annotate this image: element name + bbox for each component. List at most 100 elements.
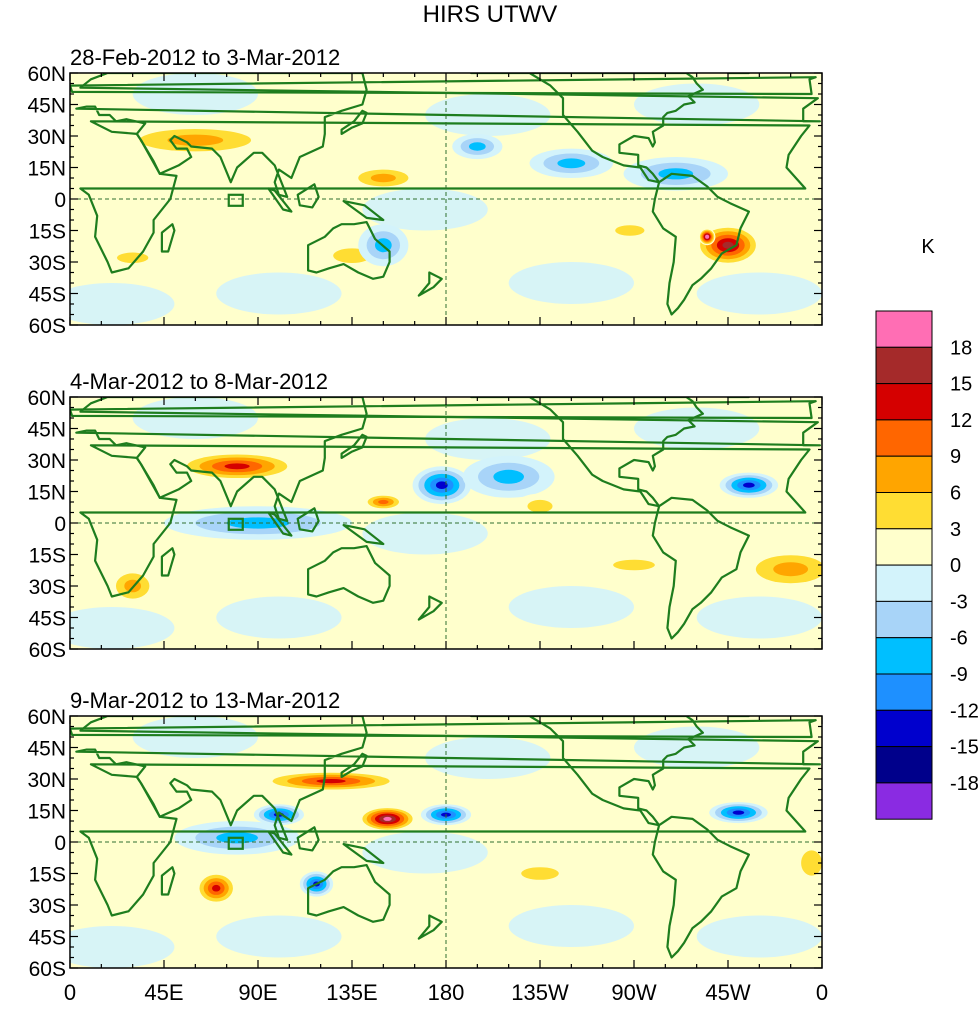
coastline-australia xyxy=(307,545,391,604)
island-outline xyxy=(227,517,244,531)
coastline-africa xyxy=(79,444,811,598)
lat-tick-label: 15S xyxy=(29,221,66,244)
lon-tick-label: 90E xyxy=(238,980,277,1005)
lon-tick-label: 45W xyxy=(705,980,750,1005)
coastline-eurasia xyxy=(75,73,821,198)
lat-tick-label: 60S xyxy=(29,958,66,981)
colorbar-swatch xyxy=(875,455,933,494)
lon-tick-label: 0 xyxy=(816,980,828,1005)
coastline-uk xyxy=(70,400,817,420)
coastline-new-zealand xyxy=(417,271,443,297)
anomaly-contour xyxy=(722,241,734,249)
island-outline xyxy=(227,836,244,850)
lon-tick-label: 135E xyxy=(326,980,377,1005)
lat-tick-label: 30S xyxy=(29,895,66,918)
colorbar-swatch xyxy=(875,673,933,711)
anomaly-contour xyxy=(212,884,221,892)
coastline-uk xyxy=(70,76,817,96)
lat-tick-label: 15S xyxy=(29,864,66,887)
lat-tick-label: 15N xyxy=(27,158,66,181)
lon-tick-label: 0 xyxy=(64,980,76,1005)
colorbar-level-label: 18 xyxy=(950,337,972,359)
lon-tick-label: 180 xyxy=(428,980,465,1005)
lat-tick-label: 0 xyxy=(54,189,66,212)
lat-tick-label: 45N xyxy=(27,95,66,118)
coastline-eurasia xyxy=(75,397,821,522)
coastline-australia xyxy=(307,864,391,923)
anomaly-contour xyxy=(801,850,822,876)
colorbar-swatch xyxy=(875,310,933,348)
coastline-new-guinea xyxy=(342,524,385,546)
colorbar-level-label: 3 xyxy=(950,519,961,541)
anomaly-contour xyxy=(468,142,486,151)
colorbar-swatch xyxy=(875,528,933,566)
anomaly-contour xyxy=(527,499,553,513)
lat-tick-label: 60N xyxy=(27,63,66,86)
colorbar-level-label: 12 xyxy=(950,410,972,432)
anomaly-contour xyxy=(117,252,149,264)
anomaly-contour xyxy=(435,481,448,489)
coastline-japan xyxy=(340,109,368,135)
coastlines xyxy=(70,73,821,316)
anomaly-contour xyxy=(557,158,586,169)
anomaly-contour xyxy=(493,469,524,484)
anomaly-contour xyxy=(224,463,250,470)
coastline-new-zealand xyxy=(417,914,443,940)
colorbar-unit: K xyxy=(921,236,935,258)
colorbar: K 18 15 12 9 6 3 0 -3 -6 -9 -12 -15 -18 xyxy=(875,236,979,820)
panel-title: 9-Mar-2012 to 13-Mar-2012 xyxy=(70,688,340,713)
anomaly-contour xyxy=(773,562,809,577)
coastlines xyxy=(70,397,821,640)
coastline-uk xyxy=(70,719,817,739)
colorbar-level-label: -15 xyxy=(950,737,979,759)
lon-tick-label: 90W xyxy=(611,980,656,1005)
lat-tick-label: 30N xyxy=(27,126,66,149)
colorbar-level-label: -18 xyxy=(950,773,979,795)
lat-tick-label: 45N xyxy=(27,419,66,442)
lat-tick-label: 45S xyxy=(29,284,66,307)
coastline-borneo xyxy=(296,826,320,852)
anomaly-contour xyxy=(378,499,389,505)
lon-tick-label: 135W xyxy=(511,980,569,1005)
anomaly-contour xyxy=(316,779,346,784)
lat-tick-label: 60N xyxy=(27,387,66,410)
coastline-south-america xyxy=(651,172,750,316)
colorbar-swatch xyxy=(875,346,933,385)
coastline-madagascar xyxy=(160,866,176,896)
coastline-borneo xyxy=(296,183,320,209)
colorbar-swatch xyxy=(875,746,933,784)
anomaly-contour xyxy=(167,134,224,146)
lat-tick-label: 30S xyxy=(29,576,66,599)
colorbar-level-label: -6 xyxy=(950,628,968,650)
colorbar-swatch xyxy=(875,600,933,639)
anomaly-contour xyxy=(705,234,710,239)
coastline-sumatra xyxy=(267,511,293,537)
coastline-north-america xyxy=(470,73,704,184)
lat-tick-label: 45N xyxy=(27,738,66,761)
coastline-new-zealand xyxy=(417,595,443,621)
colorbar-level-label: 9 xyxy=(950,446,961,468)
lat-tick-label: 60N xyxy=(27,706,66,729)
colorbar-swatch xyxy=(875,637,933,675)
anomaly-contour xyxy=(521,867,559,880)
lat-tick-label: 30N xyxy=(27,769,66,792)
lat-tick-label: 15N xyxy=(27,482,66,505)
colorbar-level-label: 15 xyxy=(950,374,972,396)
coastline-eurasia xyxy=(75,716,821,841)
lat-tick-label: 15S xyxy=(29,545,66,568)
coastline-madagascar xyxy=(160,223,176,253)
coastline-sumatra xyxy=(267,187,293,213)
colorbar-level-label: -3 xyxy=(950,591,968,613)
island-outline xyxy=(227,193,244,207)
anomaly-contour xyxy=(743,482,755,488)
anomaly-contour xyxy=(383,816,392,821)
panel-title: 28-Feb-2012 to 3-Mar-2012 xyxy=(70,45,340,70)
lat-tick-label: 60S xyxy=(29,639,66,662)
coastlines xyxy=(70,716,821,959)
coastline-japan xyxy=(340,433,368,459)
coastline-sumatra xyxy=(267,830,293,856)
anomaly-contour xyxy=(613,559,655,571)
anomaly-contour xyxy=(370,173,396,183)
